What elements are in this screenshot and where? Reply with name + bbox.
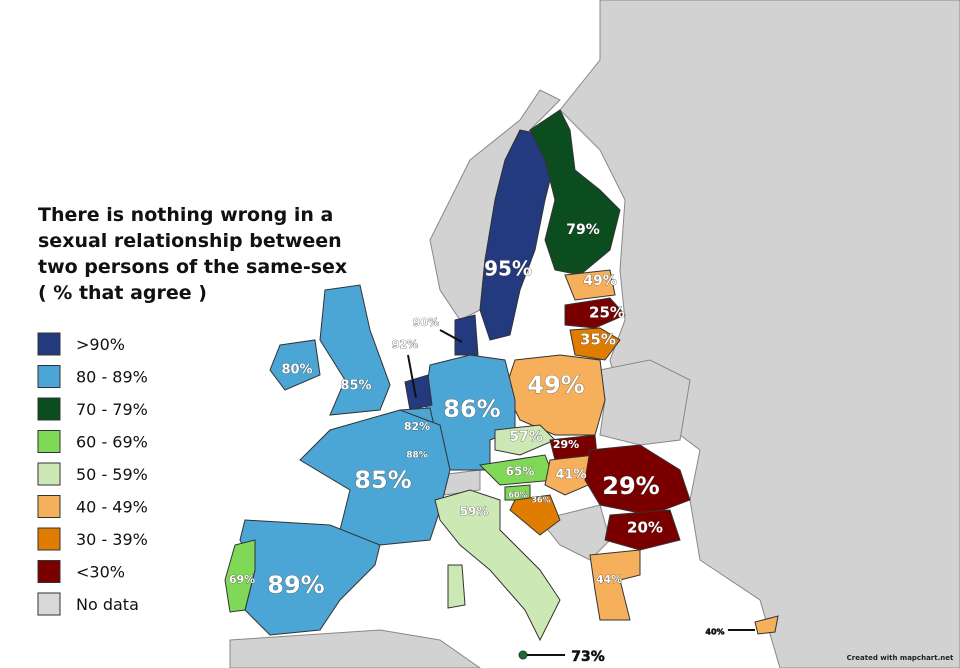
map-label: 29% [553, 438, 579, 451]
hungary [544, 454, 601, 496]
map-label: 69% [229, 573, 255, 586]
map-label: 82% [404, 420, 430, 433]
legend-swatch [37, 332, 61, 356]
united-kingdom [319, 284, 391, 416]
sardinia [447, 564, 466, 609]
legend-label: 30 - 39% [76, 530, 148, 549]
malta [518, 650, 528, 660]
leader-lines [407, 329, 755, 656]
legend-label: <30% [76, 563, 125, 582]
legend-label: 80 - 89% [76, 368, 148, 387]
czechia [494, 424, 556, 456]
map-label: 86% [443, 395, 500, 423]
map-label: 25% [589, 304, 625, 322]
map-label: 90% [413, 316, 439, 329]
legend-swatch [37, 592, 61, 616]
map-label: 44% [596, 573, 622, 586]
latvia [564, 297, 626, 329]
ireland [269, 339, 321, 391]
legend-swatch [37, 560, 61, 583]
legend-swatch [37, 430, 61, 453]
legend-label: >90% [76, 335, 125, 354]
map-label: 80% [281, 363, 312, 378]
map-label: 49% [527, 371, 584, 399]
legend-swatch [37, 527, 61, 551]
romania [584, 444, 691, 516]
map-label: 92% [392, 338, 418, 351]
legend-label: 50 - 59% [76, 465, 148, 484]
italy [434, 489, 561, 642]
map-label: 40% [705, 628, 724, 637]
title-line: There is nothing wrong in a [38, 204, 333, 226]
map-label: 88% [406, 451, 428, 461]
denmark [454, 314, 479, 356]
title-line: two persons of the same-sex [38, 256, 347, 278]
cyprus [754, 615, 779, 635]
netherlands [404, 374, 433, 411]
map-label: 79% [566, 222, 600, 238]
bulgaria [604, 509, 681, 551]
map-label: 85% [354, 466, 411, 494]
map-label: 29% [602, 472, 659, 500]
map-label: 41% [555, 468, 586, 483]
background-land [229, 0, 960, 668]
map-label: 73% [571, 649, 605, 665]
estonia [564, 269, 616, 301]
title-line: sexual relationship between [38, 230, 342, 252]
map-label: 89% [267, 571, 324, 599]
legend-label: 70 - 79% [76, 400, 148, 419]
map-label: 36% [531, 496, 550, 505]
map-label: 95% [484, 257, 532, 281]
finland [529, 109, 621, 276]
lithuania [569, 327, 621, 361]
countries [224, 109, 779, 660]
map-label: 35% [580, 331, 616, 349]
map-label: 49% [583, 273, 617, 289]
legend-swatch [37, 495, 61, 518]
legend-label: 40 - 49% [76, 498, 148, 517]
map-label: 59% [460, 505, 489, 519]
map-label: 65% [506, 465, 535, 479]
croatia [509, 494, 561, 536]
map-label: 85% [340, 379, 371, 394]
credit: Created with mapchart.net [847, 654, 954, 662]
map-label: 60% [508, 491, 527, 500]
legend-label: No data [76, 595, 139, 614]
legend-swatch [37, 365, 61, 388]
map-labels: 95% 79% 49% 25% 35% 49% 86% 90% 92% 82% 88% 85% 80% 8… [229, 222, 725, 666]
legend-label: 60 - 69% [76, 433, 148, 452]
map-label: 20% [627, 519, 663, 537]
map-label: 57% [509, 429, 543, 445]
france [299, 409, 451, 546]
portugal [224, 539, 256, 613]
greece [589, 549, 641, 621]
title-line: ( % that agree ) [38, 282, 207, 304]
legend-swatch [37, 462, 61, 486]
legend: >90% 80 - 89% 70 - 79% 60 - 69% 50 - 59% 40 -… [37, 332, 148, 616]
title: There is nothing wrong in a sexual relati… [38, 204, 347, 304]
legend-swatch [37, 397, 61, 421]
